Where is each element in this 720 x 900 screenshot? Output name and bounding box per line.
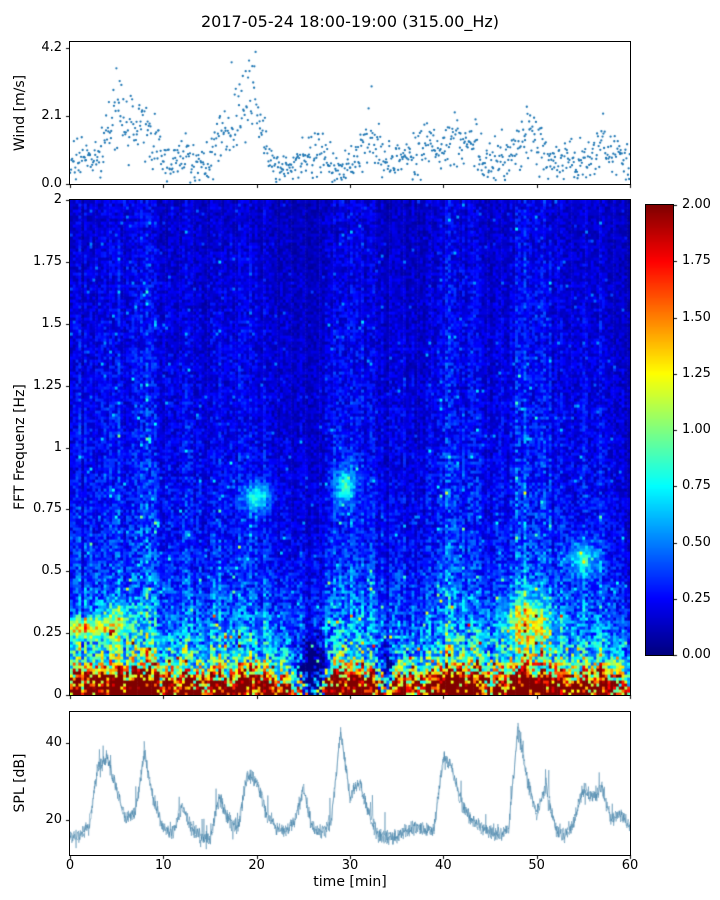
colorbar [645, 204, 674, 656]
tick-label: 0.75 [33, 501, 62, 517]
x-axis-label: time [min] [313, 874, 387, 890]
tick-label: 1.75 [682, 253, 711, 269]
tick-label: 0.75 [682, 478, 711, 494]
tick-label: 2.1 [41, 108, 62, 124]
tick-label: 30 [341, 858, 359, 873]
tick-label: 60 [621, 858, 639, 873]
tick-label: 4.2 [41, 40, 62, 56]
spl-line-plot [69, 711, 631, 856]
tick-label: 10 [155, 858, 172, 873]
tick-label: 1.5 [41, 315, 62, 331]
tick-label: 40 [435, 858, 452, 873]
tick-label: 0.0 [41, 176, 62, 191]
tick-label: 40 [45, 734, 62, 750]
figure-title: 2017-05-24 18:00-19:00 (315.00_Hz) [200, 12, 500, 31]
tick-label: 20 [248, 858, 265, 873]
spectrogram-heatmap [69, 199, 631, 696]
tick-label: 0.25 [682, 590, 711, 606]
tick-label: 0.5 [41, 563, 62, 579]
tick-label: 1 [53, 439, 62, 455]
tick-label: 50 [528, 858, 545, 873]
tick-label: 1.75 [33, 253, 62, 269]
tick-label: 0 [53, 687, 62, 702]
tick-label: 0.25 [33, 625, 62, 641]
spl-y-axis-label: SPL [dB] [12, 753, 28, 813]
wind-scatter-plot [69, 41, 631, 185]
tick-label: 0.50 [682, 534, 711, 550]
tick-label: 20 [45, 812, 62, 828]
tick-label: 0.00 [682, 647, 711, 662]
tick-label: 1.00 [682, 422, 711, 437]
tick-label: 1.25 [682, 365, 711, 381]
tick-label: 1.50 [682, 309, 711, 325]
tick-label: 1.25 [33, 377, 62, 393]
tick-label: 0 [65, 858, 75, 873]
tick-label: 2.00 [682, 197, 711, 212]
tick-label: 2 [53, 192, 62, 207]
